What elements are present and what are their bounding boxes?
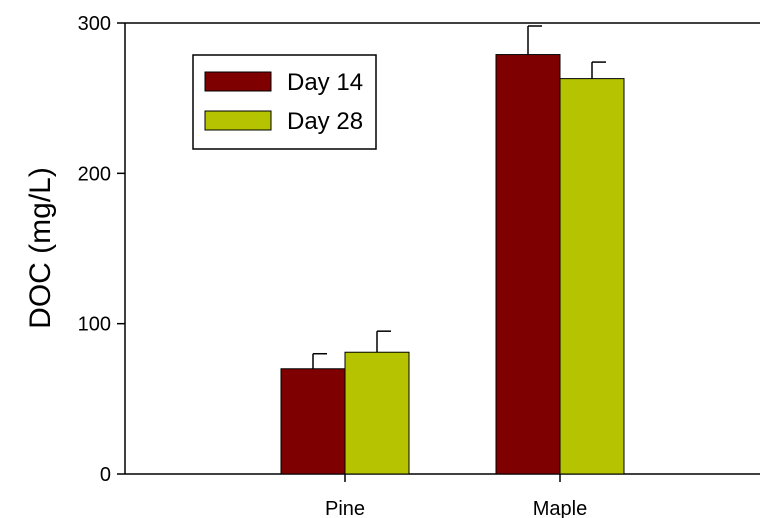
legend-label: Day 14	[287, 69, 363, 96]
legend: Day 14 Day 28	[192, 54, 377, 150]
legend-swatch	[204, 71, 272, 92]
y-tick-label: 200	[78, 163, 111, 185]
bars	[280, 54, 625, 475]
bar	[344, 351, 410, 475]
axes	[117, 22, 760, 482]
y-tick-label: 300	[78, 13, 111, 35]
x-tick-label: Pine	[325, 498, 365, 518]
error-bars	[312, 25, 606, 369]
legend-label: Day 28	[287, 108, 363, 135]
x-tick-label: Maple	[533, 498, 587, 518]
legend-swatch	[204, 110, 272, 131]
y-axis-title: DOC (mg/L)	[24, 167, 57, 329]
legend-box	[192, 54, 377, 150]
y-tick-label: 100	[78, 314, 111, 336]
tick-labels: 0 100 200 300 Pine Maple	[78, 13, 588, 518]
y-tick-label: 0	[100, 464, 111, 486]
bar	[559, 78, 625, 475]
bar	[280, 368, 346, 475]
bar	[495, 54, 561, 475]
